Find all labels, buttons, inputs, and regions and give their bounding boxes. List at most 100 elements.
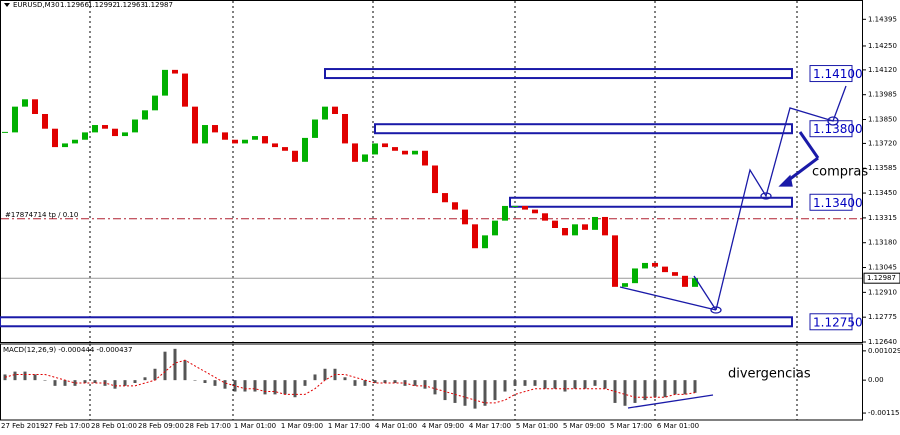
x-tick-label: 1 Mar 01:00 bbox=[234, 422, 276, 430]
macd-bar bbox=[353, 380, 357, 386]
macd-frame bbox=[0, 343, 863, 421]
candle bbox=[512, 205, 518, 207]
candle bbox=[82, 132, 88, 140]
macd-bar bbox=[383, 380, 387, 383]
candle bbox=[582, 224, 588, 230]
candle bbox=[142, 110, 148, 120]
x-tick-label: 6 Mar 01:00 bbox=[657, 422, 699, 430]
macd-bar bbox=[643, 380, 647, 401]
macd-bar bbox=[203, 380, 207, 383]
candle bbox=[62, 143, 68, 148]
ohlc: 1.12963 bbox=[116, 1, 145, 9]
macd-bar bbox=[213, 380, 217, 386]
macd-bar bbox=[143, 377, 147, 381]
macd-bar bbox=[443, 380, 447, 401]
y-tick-label: 1.14395 bbox=[868, 15, 897, 23]
candle bbox=[332, 106, 338, 114]
candle bbox=[302, 137, 308, 162]
level-label: 1.13400 bbox=[813, 196, 863, 210]
price-tag bbox=[863, 272, 900, 284]
macd-bar bbox=[523, 380, 527, 386]
level-box bbox=[324, 68, 793, 80]
y-tick-label: 1.14250 bbox=[868, 42, 897, 50]
macd-bar bbox=[483, 380, 487, 406]
x-tick-label: 5 Mar 09:00 bbox=[563, 422, 605, 430]
arrow-head bbox=[778, 174, 793, 187]
ohlc: 1.12966 bbox=[60, 1, 89, 9]
macd-bar bbox=[283, 380, 287, 395]
candle bbox=[372, 143, 378, 155]
y-tick-label: 1.12640 bbox=[868, 338, 897, 346]
macd-bar bbox=[503, 380, 507, 392]
x-tick-label: 27 Feb 17:00 bbox=[44, 422, 90, 430]
macd-bar bbox=[23, 371, 27, 381]
macd-bar bbox=[413, 380, 417, 386]
candle bbox=[502, 205, 508, 221]
level-label: 1.13800 bbox=[813, 122, 863, 136]
annotation: divergencias bbox=[728, 367, 811, 382]
y-tick-label: 0.001029 bbox=[868, 347, 900, 355]
candle bbox=[52, 128, 58, 148]
macd-bar bbox=[453, 380, 457, 403]
macd-bar bbox=[513, 380, 517, 386]
candle bbox=[602, 216, 608, 236]
candle bbox=[182, 73, 188, 107]
candle bbox=[242, 139, 248, 144]
x-tick-label: 4 Mar 01:00 bbox=[375, 422, 417, 430]
marker bbox=[760, 192, 772, 200]
candle bbox=[72, 139, 78, 144]
y-tick-label: 1.13985 bbox=[868, 91, 897, 99]
macd-bar bbox=[313, 374, 317, 381]
candle bbox=[402, 150, 408, 155]
x-tick-label: 4 Mar 17:00 bbox=[469, 422, 511, 430]
y-tick-label: 1.13720 bbox=[868, 139, 897, 147]
macd-bar bbox=[293, 380, 297, 398]
macd-bar bbox=[73, 380, 77, 386]
macd-bar bbox=[223, 380, 227, 389]
macd-bar bbox=[603, 380, 607, 389]
y-tick-label: 1.12910 bbox=[868, 288, 897, 296]
macd-bar bbox=[153, 368, 157, 381]
order-label: #17874714 tp / 0.10 bbox=[5, 211, 78, 219]
level-box bbox=[0, 316, 793, 328]
macd-bar bbox=[623, 380, 627, 406]
candle bbox=[322, 106, 328, 120]
candle bbox=[42, 114, 48, 129]
marker bbox=[710, 306, 722, 314]
trendline bbox=[693, 275, 717, 311]
macd-bar bbox=[303, 380, 307, 386]
y-tick-label: 1.13180 bbox=[868, 239, 897, 247]
candle bbox=[272, 143, 278, 148]
macd-bar bbox=[583, 380, 587, 389]
y-tick-label: 1.12775 bbox=[868, 313, 897, 321]
candle bbox=[22, 99, 28, 107]
macd-bar bbox=[173, 348, 177, 381]
y-tick-label: 1.13315 bbox=[868, 214, 897, 222]
x-tick-label: 1 Mar 17:00 bbox=[328, 422, 370, 430]
candle bbox=[232, 139, 238, 144]
candle bbox=[572, 224, 578, 236]
macd-bar bbox=[273, 380, 277, 395]
candle bbox=[112, 128, 118, 137]
y-tick-label: 1.13045 bbox=[868, 264, 897, 272]
candle bbox=[692, 278, 698, 287]
macd-bar bbox=[13, 371, 17, 381]
candle bbox=[152, 95, 158, 111]
macd-bar bbox=[193, 380, 197, 381]
macd-bar bbox=[83, 380, 87, 383]
candle bbox=[122, 132, 128, 137]
candle bbox=[392, 147, 398, 151]
macd-bar bbox=[683, 380, 687, 395]
candle bbox=[542, 213, 548, 221]
candle bbox=[662, 266, 668, 273]
main-frame bbox=[0, 0, 863, 343]
macd-bar bbox=[323, 368, 327, 381]
candle bbox=[612, 235, 618, 287]
candle bbox=[92, 125, 98, 133]
candle bbox=[12, 106, 18, 133]
annotation: compras bbox=[812, 165, 868, 180]
candle bbox=[432, 165, 438, 194]
